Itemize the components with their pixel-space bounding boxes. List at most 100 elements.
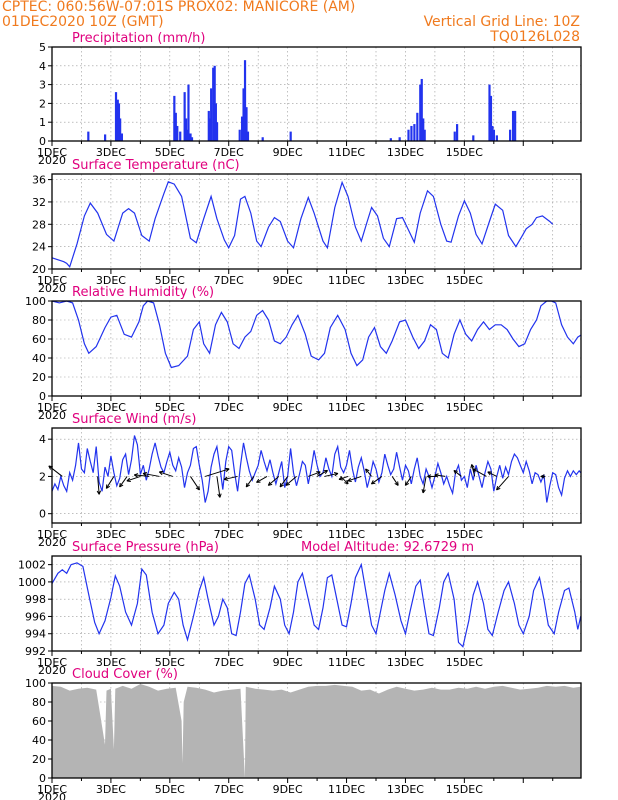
wind-arrow — [48, 465, 63, 477]
x-tick-label: 11DEC — [328, 656, 365, 669]
y-tick-label: 996 — [25, 610, 46, 623]
wind-arrow-shaft — [404, 476, 412, 486]
wind-arrow-head — [133, 473, 139, 478]
precip-bar — [261, 137, 264, 141]
y-tick-label: 0 — [39, 772, 46, 785]
wind-arrow-head — [105, 484, 111, 489]
y-tick-label: 24 — [32, 241, 46, 254]
y-tick-label: 2 — [39, 470, 46, 483]
precip-bar — [210, 88, 213, 141]
wind-arrow — [223, 475, 238, 481]
panel-frame — [51, 555, 582, 652]
wind-arrow — [279, 476, 289, 488]
wind-arrow — [427, 474, 437, 479]
precip-bar — [511, 110, 515, 141]
wind-arrow-head — [338, 476, 344, 481]
panel-title: Precipitation (mm/h) — [72, 31, 205, 46]
cloud-panel: 0 20 40 60 80 100 1DEC 3DEC 5DEC 7DEC 9DEC 11DEC 13D… — [25, 667, 582, 800]
wind-arrow — [472, 468, 487, 477]
series-line — [51, 562, 582, 648]
wind-arrow-shaft — [422, 476, 427, 494]
series-line — [51, 180, 554, 268]
wind-arrow-head — [421, 488, 426, 494]
wind-arrow-head — [217, 493, 222, 498]
precip-bar — [289, 131, 292, 141]
precip-bar — [213, 65, 216, 141]
precip-bar — [453, 131, 456, 141]
wind-arrow-shaft — [308, 471, 321, 477]
x-tick-label: 15DEC — [446, 783, 483, 796]
wind-arrow-head — [279, 482, 284, 488]
wind-arrow-shaft — [105, 476, 115, 489]
year-label: 2020 — [38, 409, 66, 422]
y-tick-label: 5 — [39, 41, 46, 54]
y-tick-label: 20 — [32, 371, 46, 384]
wind-arrow-shaft — [340, 476, 349, 485]
precipitation-panel: 0 1 2 3 4 5 1DEC 3DEC 5DEC 7DEC 9DEC 11DEC 13DEC 15DE… — [37, 31, 582, 167]
wind-arrow-head — [472, 468, 477, 473]
precip-bar — [215, 122, 219, 141]
y-tick-label: 998 — [25, 593, 46, 606]
x-tick-label: 3DEC — [96, 274, 126, 287]
wind-arrow-shaft — [256, 475, 268, 483]
wind-arrow-shaft — [279, 476, 289, 488]
panel-title: Surface Wind (m/s) — [72, 412, 196, 427]
x-tick-label: 7DEC — [214, 401, 244, 414]
wind-arrow-head — [158, 470, 164, 476]
wind-arrow — [404, 476, 412, 486]
wind-arrow — [391, 476, 399, 486]
wind-arrow-head — [404, 481, 410, 486]
y-tick-label: 40 — [32, 734, 46, 747]
year-label: 2020 — [38, 154, 66, 167]
panel-frame — [51, 682, 582, 779]
x-tick-label: 9DEC — [273, 783, 303, 796]
wind-arrow — [267, 476, 280, 486]
wind-arrow-shaft — [391, 476, 399, 486]
precip-bar — [238, 129, 241, 141]
wind-arrow-head — [195, 485, 200, 491]
y-tick-label: 1000 — [18, 576, 46, 589]
precip-bar — [489, 95, 493, 141]
wind-arrow-head — [142, 471, 147, 477]
x-tick-label: 3DEC — [96, 656, 126, 669]
precip-bar — [120, 133, 124, 141]
precip-bar — [207, 110, 210, 141]
y-tick-label: 40 — [32, 352, 46, 365]
x-tick-label: 7DEC — [214, 274, 244, 287]
x-tick-label: 3DEC — [96, 783, 126, 796]
x-tick-label: 13DEC — [387, 274, 424, 287]
y-tick-label: 1002 — [18, 559, 46, 572]
y-tick-label: 60 — [32, 333, 46, 346]
wind-arrow — [133, 473, 150, 478]
y-tick-label: 0 — [39, 508, 46, 521]
wind-arrow — [365, 468, 372, 477]
y-tick-label: 994 — [25, 628, 46, 641]
x-tick-label: 3DEC — [96, 528, 126, 541]
precip-bar — [413, 124, 416, 141]
wind-arrow-head — [285, 481, 290, 486]
x-tick-label: 11DEC — [328, 401, 365, 414]
wind-arrow-head — [225, 467, 230, 473]
year-label: 2020 — [38, 536, 66, 549]
wind-arrow-head — [126, 477, 131, 482]
precip-bar — [416, 112, 419, 141]
wind-arrow-head — [333, 472, 339, 477]
wind-arrow-head — [223, 476, 229, 481]
wind-arrow-head — [427, 474, 432, 479]
x-tick-label: 5DEC — [155, 528, 185, 541]
x-tick-label: 5DEC — [155, 274, 185, 287]
x-tick-label: 13DEC — [387, 401, 424, 414]
y-tick-label: 1 — [39, 116, 46, 129]
wind-arrow-head — [96, 490, 102, 495]
wind-arrow-shaft — [365, 468, 372, 477]
wind-arrow-shaft — [347, 475, 362, 482]
wind-arrow — [347, 475, 362, 482]
x-tick-label: 9DEC — [273, 528, 303, 541]
cloud-area — [52, 684, 581, 778]
wind-arrow-head — [434, 473, 439, 478]
precip-bar — [116, 99, 119, 141]
y-tick-label: 0 — [39, 390, 46, 403]
x-tick-label: 13DEC — [387, 528, 424, 541]
wind-arrow-head — [370, 480, 376, 485]
x-tick-label: 5DEC — [155, 783, 185, 796]
